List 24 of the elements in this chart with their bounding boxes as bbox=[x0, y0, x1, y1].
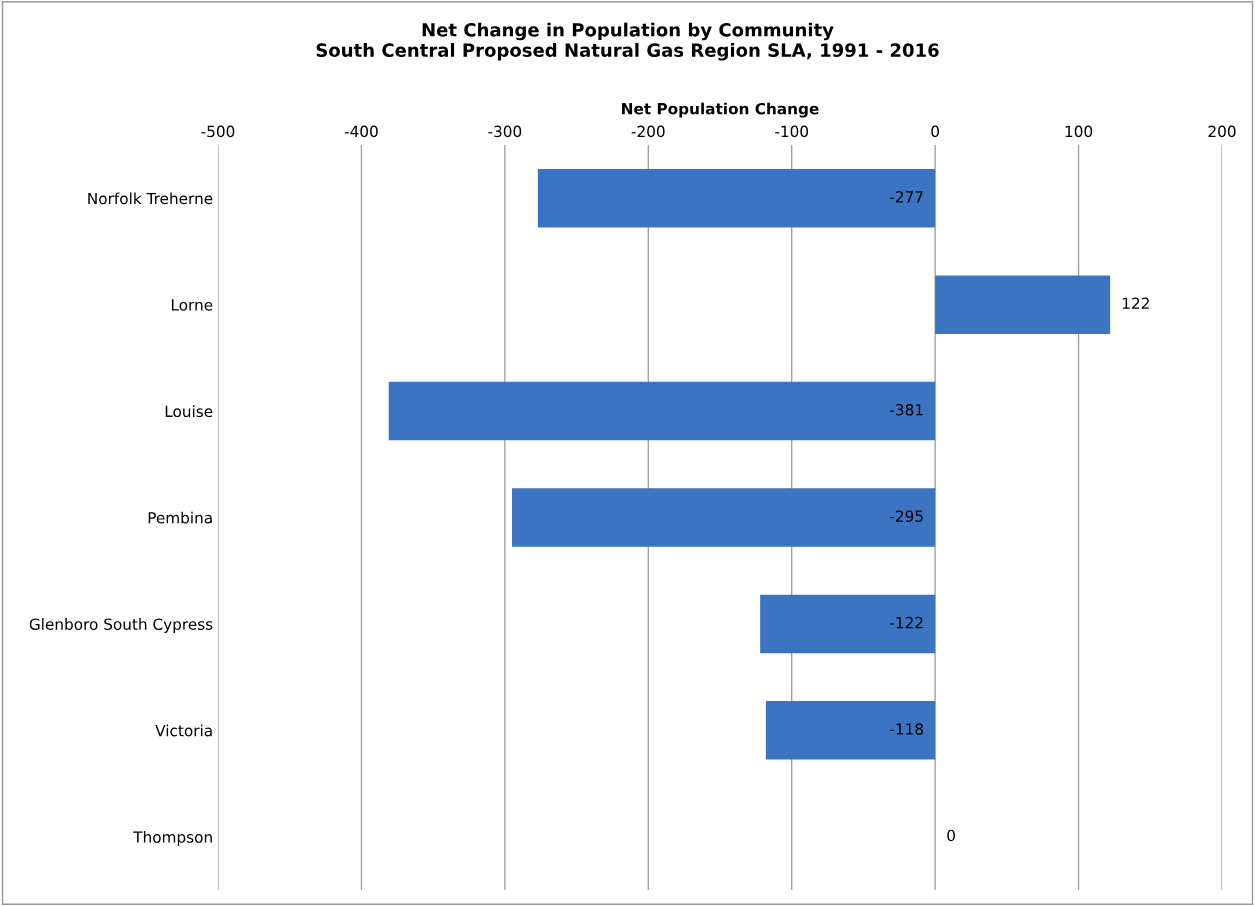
data-label: 122 bbox=[1122, 297, 1149, 309]
data-label: 0 bbox=[947, 829, 955, 842]
x-tick-label: 100 bbox=[1065, 125, 1093, 138]
x-tick-label: 0 bbox=[931, 125, 939, 138]
data-label: -295 bbox=[890, 510, 923, 522]
data-label: -381 bbox=[890, 403, 923, 416]
x-axis-title: Net Population Change bbox=[622, 102, 819, 118]
data-label: -122 bbox=[890, 616, 923, 629]
y-tick-label: Victoria bbox=[155, 724, 212, 737]
data-label: -118 bbox=[890, 723, 923, 735]
y-tick-label: Thompson bbox=[133, 830, 212, 846]
x-tick-label: -400 bbox=[344, 125, 378, 138]
chart-title: Net Change in Population by Community South Central Proposed Natural Gas Region SLA, 1991 - 2016 bbox=[316, 22, 939, 61]
y-tick-label: Norfolk Treherne bbox=[88, 192, 213, 205]
y-tick-label: Glenboro South Cypress bbox=[29, 618, 213, 633]
x-tick-label: -500 bbox=[201, 125, 235, 138]
y-tick-label: Pembina bbox=[148, 511, 212, 524]
y-tick-label: Lorne bbox=[171, 299, 213, 311]
x-tick-label: 200 bbox=[1208, 125, 1236, 138]
x-tick-label: -100 bbox=[775, 125, 809, 138]
y-tick-label: Louise bbox=[165, 405, 213, 418]
data-label: -277 bbox=[890, 191, 923, 203]
x-tick-label: -300 bbox=[488, 125, 522, 138]
x-tick-label: -200 bbox=[631, 125, 665, 138]
